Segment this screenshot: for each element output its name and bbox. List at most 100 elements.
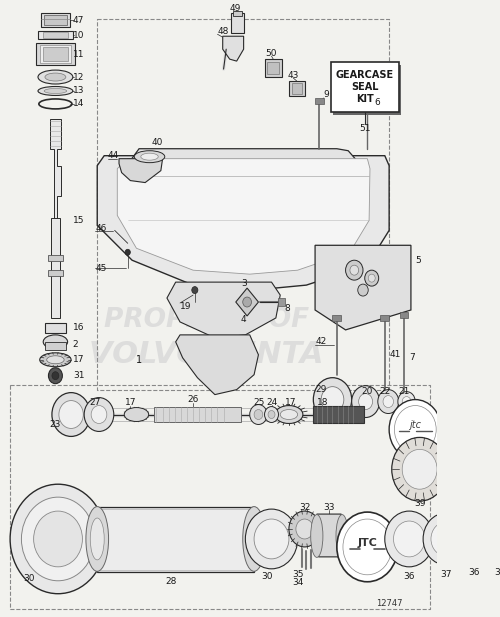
- Circle shape: [358, 394, 372, 410]
- Circle shape: [48, 368, 62, 384]
- Circle shape: [125, 249, 130, 255]
- Text: 49: 49: [229, 4, 240, 13]
- Bar: [332, 315, 341, 321]
- Ellipse shape: [280, 410, 297, 420]
- Polygon shape: [50, 119, 60, 218]
- Text: JTC: JTC: [358, 538, 378, 548]
- Text: 30: 30: [23, 574, 34, 583]
- Text: 4: 4: [241, 315, 246, 325]
- Polygon shape: [222, 36, 244, 61]
- Circle shape: [368, 274, 375, 282]
- Bar: [264, 59, 282, 77]
- Bar: [99, 509, 252, 570]
- Polygon shape: [167, 282, 280, 338]
- Polygon shape: [315, 246, 411, 330]
- Ellipse shape: [243, 507, 266, 571]
- Text: 14: 14: [73, 99, 84, 109]
- Circle shape: [394, 521, 425, 557]
- Circle shape: [321, 387, 344, 413]
- Circle shape: [423, 513, 469, 565]
- Text: GEARCASE
SEAL
KIT: GEARCASE SEAL KIT: [336, 70, 394, 104]
- Text: 28: 28: [166, 578, 177, 586]
- Text: 33: 33: [324, 503, 335, 511]
- Text: 43: 43: [288, 70, 299, 80]
- Text: 45: 45: [96, 263, 107, 273]
- Circle shape: [392, 437, 448, 501]
- Text: 11: 11: [73, 49, 85, 59]
- Circle shape: [402, 397, 411, 407]
- Text: 3: 3: [241, 279, 247, 288]
- Text: 18: 18: [317, 398, 328, 407]
- Ellipse shape: [38, 86, 73, 96]
- Circle shape: [364, 101, 370, 109]
- Circle shape: [10, 484, 106, 594]
- Circle shape: [289, 511, 320, 547]
- Ellipse shape: [336, 515, 348, 557]
- Bar: [278, 298, 285, 306]
- Circle shape: [398, 392, 415, 412]
- Text: 2: 2: [73, 341, 78, 349]
- Bar: [40, 45, 71, 63]
- Text: 35: 35: [292, 570, 304, 579]
- Text: 46: 46: [96, 224, 107, 233]
- Bar: [43, 32, 68, 38]
- Bar: [38, 31, 73, 39]
- Circle shape: [91, 405, 107, 423]
- Circle shape: [250, 405, 267, 424]
- Text: 48: 48: [218, 27, 229, 36]
- Text: 42: 42: [315, 337, 326, 346]
- Text: 40: 40: [152, 138, 162, 147]
- Ellipse shape: [45, 73, 66, 81]
- Text: 36: 36: [468, 568, 479, 578]
- Circle shape: [479, 515, 500, 563]
- Bar: [232, 14, 243, 33]
- Text: 21: 21: [398, 387, 409, 396]
- Bar: [44, 15, 66, 25]
- Text: 17: 17: [124, 398, 136, 407]
- Bar: [154, 407, 241, 423]
- Circle shape: [22, 497, 95, 581]
- Bar: [40, 14, 70, 27]
- Bar: [97, 507, 254, 572]
- Bar: [331, 62, 398, 112]
- Text: 8: 8: [284, 304, 290, 312]
- Text: 12: 12: [73, 73, 84, 81]
- Text: 51: 51: [359, 124, 370, 133]
- Text: 34: 34: [292, 578, 304, 587]
- Ellipse shape: [86, 507, 108, 571]
- Circle shape: [34, 511, 82, 567]
- Text: 37: 37: [440, 570, 452, 579]
- Bar: [334, 65, 402, 115]
- Circle shape: [243, 297, 252, 307]
- Text: 6: 6: [374, 99, 380, 107]
- Bar: [51, 218, 60, 318]
- Ellipse shape: [310, 515, 323, 557]
- Text: 5: 5: [416, 255, 421, 265]
- Text: 15: 15: [73, 216, 85, 225]
- Text: 26: 26: [188, 395, 199, 404]
- Circle shape: [431, 522, 460, 556]
- Text: jtc: jtc: [410, 420, 422, 431]
- Text: 30: 30: [262, 573, 273, 581]
- Text: 31: 31: [73, 371, 85, 380]
- Circle shape: [254, 410, 263, 420]
- Text: 22: 22: [379, 387, 390, 396]
- Text: 44: 44: [108, 151, 119, 160]
- Circle shape: [402, 449, 437, 489]
- Circle shape: [385, 511, 434, 567]
- Ellipse shape: [141, 153, 158, 160]
- Text: 13: 13: [73, 86, 85, 96]
- Text: 1: 1: [136, 355, 142, 365]
- Circle shape: [352, 386, 380, 418]
- Circle shape: [254, 519, 289, 559]
- Bar: [267, 62, 280, 74]
- Ellipse shape: [247, 518, 261, 560]
- Ellipse shape: [46, 356, 64, 364]
- Bar: [45, 323, 66, 333]
- Circle shape: [452, 515, 494, 563]
- Circle shape: [346, 260, 363, 280]
- Bar: [233, 11, 242, 16]
- Polygon shape: [118, 159, 370, 274]
- Circle shape: [460, 524, 486, 554]
- Text: 29: 29: [315, 385, 326, 394]
